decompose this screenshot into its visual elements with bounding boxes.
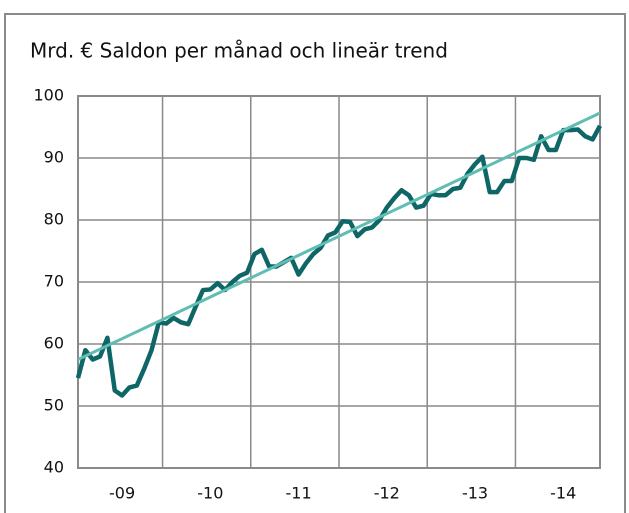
x-tick-label: -10 xyxy=(197,484,223,503)
line-series xyxy=(75,124,602,398)
x-tick-label: -09 xyxy=(109,484,135,503)
chart-title: Mrd. € Saldon per månad och lineär trend xyxy=(30,39,448,63)
y-tick-label: 70 xyxy=(44,272,64,291)
plot-frame xyxy=(77,95,601,469)
x-tick-label: -13 xyxy=(462,484,488,503)
y-tick-label: 60 xyxy=(44,334,64,353)
x-tick-label: -12 xyxy=(374,484,400,503)
line-series xyxy=(77,111,601,361)
y-tick-label: 90 xyxy=(44,148,64,167)
y-tick-label: 40 xyxy=(44,458,64,477)
y-tick-label: 80 xyxy=(44,210,64,229)
x-tick-label: -11 xyxy=(285,484,311,503)
y-tick-label: 50 xyxy=(44,396,64,415)
y-tick-label: 100 xyxy=(33,86,64,105)
frame xyxy=(4,13,626,513)
x-tick-label: -14 xyxy=(550,484,576,503)
